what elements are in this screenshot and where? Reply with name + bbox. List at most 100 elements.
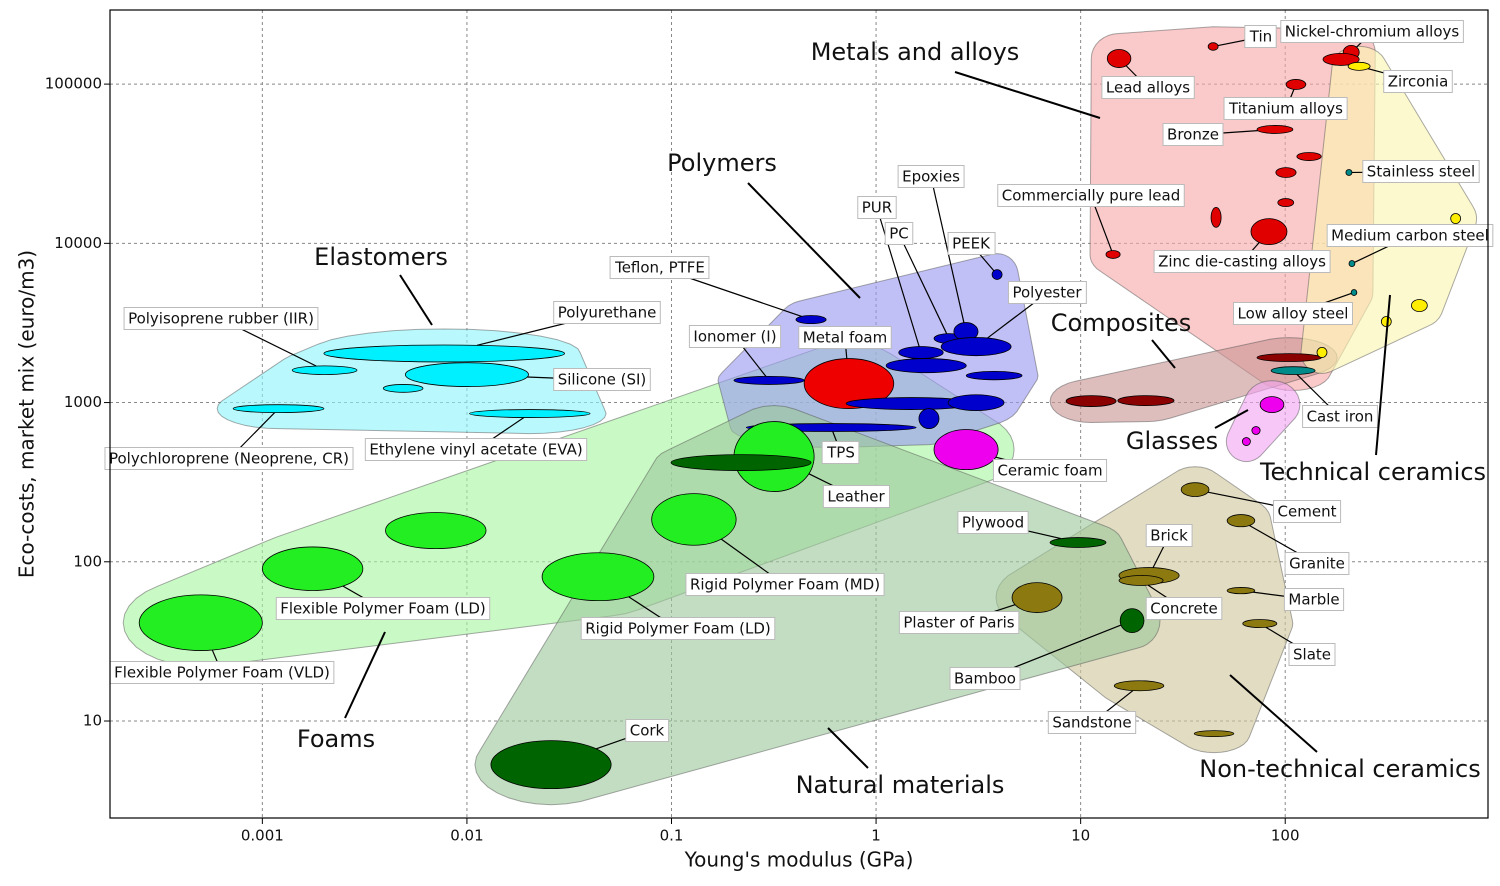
material-label: Lead alloys <box>1106 79 1190 97</box>
family-leader <box>1375 294 1391 456</box>
material-label: Marble <box>1288 591 1339 609</box>
material-bubble <box>1207 42 1219 51</box>
material-label: Flexible Polymer Foam (LD) <box>280 600 485 618</box>
family-label: Glasses <box>1126 427 1218 455</box>
material-bubble <box>1350 289 1358 296</box>
material-bubble <box>1113 680 1165 692</box>
material-label: Rigid Polymer Foam (LD) <box>585 620 771 638</box>
material-bubble <box>1345 169 1353 176</box>
material-bubble <box>670 454 812 471</box>
material-label: Ionomer (I) <box>693 328 776 346</box>
material-label: Cast iron <box>1307 408 1374 426</box>
material-label: Plaster of Paris <box>903 614 1014 632</box>
material-label: Epoxies <box>902 168 960 186</box>
label-box <box>553 301 661 324</box>
material-bubble <box>1180 482 1210 497</box>
label-box <box>1047 711 1137 734</box>
material-label: Nickel-chromium alloys <box>1285 23 1460 41</box>
family-label: Composites <box>1051 309 1192 337</box>
material-bubble <box>1256 125 1294 134</box>
y-tick-label: 10 <box>83 712 102 730</box>
label-box <box>821 441 860 464</box>
family-label: Natural materials <box>796 771 1005 799</box>
label-box <box>1145 524 1193 547</box>
material-label: Leather <box>827 488 885 506</box>
material-label: Bronze <box>1167 126 1219 144</box>
leader-line <box>898 233 948 334</box>
family-envelope <box>474 405 1161 806</box>
material-bubble <box>947 394 1005 412</box>
material-label: Granite <box>1289 555 1345 573</box>
label-box <box>1244 25 1277 48</box>
material-bubble <box>382 384 424 393</box>
label-box <box>580 617 776 640</box>
family-label: Metals and alloys <box>811 38 1020 66</box>
material-bubble <box>1242 619 1278 629</box>
label-box <box>553 368 651 391</box>
material-bubble <box>138 594 263 651</box>
label-box <box>822 485 890 508</box>
material-bubble <box>965 370 1023 381</box>
label-box <box>949 667 1021 690</box>
plot-frame <box>109 9 1489 819</box>
material-bubble <box>385 512 487 550</box>
material-bubble <box>795 315 827 325</box>
y-axis-label: Eco-costs, market mix (euro/m3) <box>15 250 39 578</box>
label-box <box>992 459 1108 482</box>
x-tick-label: 10 <box>1071 827 1090 845</box>
x-tick-label: 0.001 <box>241 827 284 845</box>
material-bubble <box>1250 218 1288 245</box>
material-bubble <box>1119 608 1145 634</box>
material-bubble <box>469 409 591 418</box>
label-box <box>1283 588 1345 611</box>
material-label: Cement <box>1278 503 1337 521</box>
material-bubble <box>898 346 944 359</box>
label-box <box>957 511 1029 534</box>
material-label: Silicone (SI) <box>558 371 647 389</box>
label-box <box>1273 500 1342 523</box>
material-bubble <box>1065 395 1117 407</box>
labels: Polyisoprene rubber (IIR) Polyurethane Sil… <box>104 20 1494 799</box>
material-label: Concrete <box>1150 600 1218 618</box>
label-box <box>104 447 354 470</box>
leader-line <box>930 176 965 323</box>
material-bubble <box>1275 167 1297 178</box>
material-bubble <box>1049 537 1107 548</box>
family-leader <box>747 182 861 299</box>
material-bubble <box>404 362 529 387</box>
material-bubble <box>291 365 358 375</box>
material-label: Rigid Polymer Foam (MD) <box>690 576 880 594</box>
material-bubble <box>991 269 1003 280</box>
material-bubble <box>1256 353 1322 362</box>
label-box <box>798 326 892 349</box>
y-tick-label: 10000 <box>54 234 102 252</box>
leader-line <box>876 207 920 347</box>
material-bubble <box>323 344 565 363</box>
label-box <box>1302 405 1378 428</box>
label-box <box>1153 250 1331 273</box>
material-label: Polychloroprene (Neoprene, CR) <box>109 450 349 468</box>
material-bubble <box>803 358 895 410</box>
material-bubble <box>261 546 364 591</box>
y-tick-label: 1000 <box>64 393 102 411</box>
material-label: Teflon, PTFE <box>614 259 705 277</box>
label-box <box>1383 70 1453 93</box>
material-bubble <box>940 337 1012 357</box>
material-label: Commercially pure lead <box>1002 187 1181 205</box>
material-bubble <box>1277 198 1295 208</box>
material-bubble <box>1347 61 1371 71</box>
x-axis-label: Young's modulus (GPa) <box>684 848 914 872</box>
x-tick-label: 1 <box>871 827 881 845</box>
label-box <box>1007 281 1087 304</box>
label-box <box>609 256 710 279</box>
label-box <box>275 597 491 620</box>
label-box <box>884 222 914 245</box>
material-label: PC <box>889 225 909 243</box>
material-bubble <box>1285 79 1307 90</box>
material-label: Cork <box>630 722 665 740</box>
material-label: Titanium alloys <box>1228 100 1343 118</box>
family-leader <box>1229 674 1318 753</box>
marks <box>138 42 1462 790</box>
material-bubble <box>1226 514 1256 528</box>
family-leader <box>954 71 1101 119</box>
